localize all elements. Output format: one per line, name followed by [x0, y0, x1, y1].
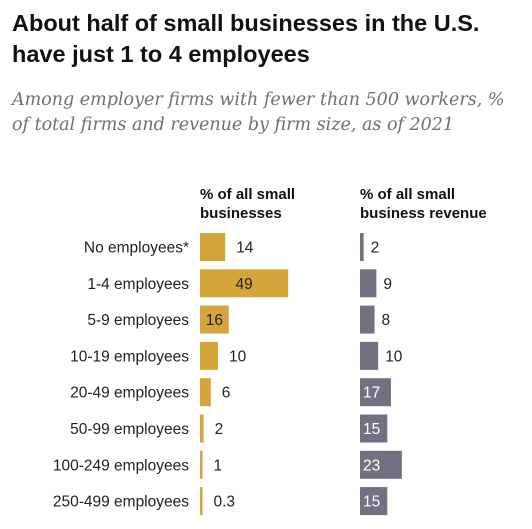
revenue-bar [360, 450, 402, 479]
chart-subtitle: Among employer firms with fewer than 500… [12, 90, 505, 135]
category-label: 100-249 employees [53, 457, 189, 474]
category-label: 250-499 employees [53, 494, 189, 511]
firms-value-label: 49 [235, 276, 252, 293]
revenue-bar [360, 305, 375, 334]
revenue-value-label: 17 [363, 385, 380, 402]
firms-bar [200, 414, 204, 443]
revenue-bar [360, 487, 388, 516]
firms-value-label: 10 [229, 348, 247, 365]
firms-bar [200, 233, 226, 261]
category-label: 10-19 employees [70, 348, 189, 365]
revenue-bar [360, 414, 388, 443]
firms-value-label: 6 [222, 385, 231, 402]
firms-bar [200, 269, 289, 298]
firms-value-label: 0.3 [214, 494, 236, 511]
firms-bar [200, 305, 229, 334]
revenue-column-header: % of all small business revenue [360, 186, 487, 222]
firms-column-header: % of all small businesses [200, 186, 296, 222]
revenue-value-label: 8 [382, 312, 391, 329]
category-label: 20-49 employees [70, 385, 189, 402]
firms-bar [200, 450, 203, 479]
firms-value-label: 16 [206, 312, 223, 329]
category-label: No employees* [84, 240, 189, 257]
revenue-value-label: 2 [371, 240, 380, 257]
firms-bar [200, 487, 203, 516]
firms-value-label: 2 [215, 421, 224, 438]
category-label: 5-9 employees [87, 312, 189, 329]
revenue-bar [360, 341, 379, 370]
revenue-bar [360, 269, 377, 298]
revenue-value-label: 10 [385, 348, 403, 365]
chart-title: About half of small businesses in the U.… [12, 10, 480, 67]
category-label: 1-4 employees [87, 276, 189, 293]
revenue-value-label: 9 [383, 276, 392, 293]
revenue-value-label: 15 [363, 494, 380, 511]
firms-value-label: 14 [236, 240, 254, 257]
firms-bar [200, 341, 218, 370]
category-label: 50-99 employees [70, 421, 189, 438]
revenue-value-label: 15 [363, 421, 380, 438]
revenue-value-label: 23 [363, 457, 380, 474]
revenue-bar [360, 233, 364, 261]
revenue-bar [360, 378, 391, 407]
firms-bar [200, 378, 211, 407]
firms-value-label: 1 [214, 457, 223, 474]
